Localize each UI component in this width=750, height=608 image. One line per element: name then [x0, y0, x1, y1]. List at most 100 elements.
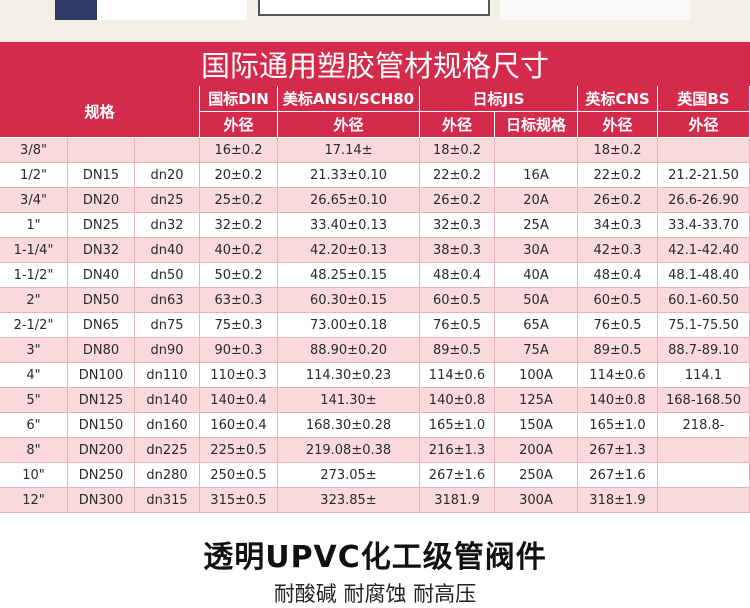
table-cell	[135, 138, 200, 163]
table-cell: dn20	[135, 163, 200, 188]
table-cell: 140±0.8	[578, 388, 658, 413]
table-cell: DN300	[68, 488, 135, 513]
table-cell: 32±0.3	[420, 213, 495, 238]
table-cell: 3/8"	[0, 138, 68, 163]
table-cell: 160±0.4	[200, 413, 278, 438]
table-cell: 88.7-89.10	[658, 338, 750, 363]
table-cell: 2-1/2"	[0, 313, 68, 338]
table-cell: 60.1-60.50	[658, 288, 750, 313]
table-cell: dn315	[135, 488, 200, 513]
table-cell: 73.00±0.18	[278, 313, 420, 338]
table-cell: 200A	[495, 438, 578, 463]
header-cell: 规格	[0, 86, 200, 138]
table-cell: 20±0.2	[200, 163, 278, 188]
table-cell: 114.30±0.23	[278, 363, 420, 388]
table-cell: 219.08±0.38	[278, 438, 420, 463]
table-cell: 3"	[0, 338, 68, 363]
table-cell: 1"	[0, 213, 68, 238]
table-cell: 40±0.2	[200, 238, 278, 263]
table-cell: 141.30±	[278, 388, 420, 413]
header-sub: 外径	[278, 112, 420, 138]
table-cell: DN250	[68, 463, 135, 488]
table-cell: 267±1.3	[578, 438, 658, 463]
table-cell: dn40	[135, 238, 200, 263]
table-cell: 42.20±0.13	[278, 238, 420, 263]
table-cell: 48.25±0.15	[278, 263, 420, 288]
table-cell: DN125	[68, 388, 135, 413]
table-cell: 40A	[495, 263, 578, 288]
thumbnail	[55, 0, 97, 20]
table-cell: 48.1-48.40	[658, 263, 750, 288]
table-cell: 18±0.2	[578, 138, 658, 163]
table-cell: 267±1.6	[420, 463, 495, 488]
table-cell: dn63	[135, 288, 200, 313]
table-cell: 1-1/4"	[0, 238, 68, 263]
table-cell: 26±0.2	[420, 188, 495, 213]
header-group: 英国BS	[658, 86, 750, 112]
table-cell: 75±0.3	[200, 313, 278, 338]
table-cell: 114.1	[658, 363, 750, 388]
table-cell: DN200	[68, 438, 135, 463]
table-cell: 3/4"	[0, 188, 68, 213]
table-cell: 60±0.5	[578, 288, 658, 313]
header-sub: 外径	[578, 112, 658, 138]
table-cell: 42.1-42.40	[658, 238, 750, 263]
table-cell: 2"	[0, 288, 68, 313]
table-cell: 75.1-75.50	[658, 313, 750, 338]
table-cell: 89±0.5	[578, 338, 658, 363]
table-cell: 168-168.50	[658, 388, 750, 413]
table-cell	[658, 438, 750, 463]
header-sub: 外径	[658, 112, 750, 138]
table-cell: dn32	[135, 213, 200, 238]
table-cell: DN100	[68, 363, 135, 388]
table-cell: 26±0.2	[578, 188, 658, 213]
table-cell: 140±0.4	[200, 388, 278, 413]
table-cell: 21.2-21.50	[658, 163, 750, 188]
table-cell	[658, 138, 750, 163]
table-cell: 323.85±	[278, 488, 420, 513]
table-cell: 5"	[0, 388, 68, 413]
table-cell: 140±0.8	[420, 388, 495, 413]
table-cell: 6"	[0, 413, 68, 438]
table-cell: 12"	[0, 488, 68, 513]
table-cell: 1/2"	[0, 163, 68, 188]
table-cell: DN50	[68, 288, 135, 313]
thumbnail	[258, 0, 490, 16]
table-cell: DN65	[68, 313, 135, 338]
table-cell: 125A	[495, 388, 578, 413]
table-cell: 65A	[495, 313, 578, 338]
table-cell: 114±0.6	[420, 363, 495, 388]
table-cell: 90±0.3	[200, 338, 278, 363]
table-cell: dn140	[135, 388, 200, 413]
table-cell: 25A	[495, 213, 578, 238]
table-title: 国际通用塑胶管材规格尺寸	[0, 42, 750, 86]
table-cell: 21.33±0.10	[278, 163, 420, 188]
table-cell	[658, 488, 750, 513]
table-cell: 250A	[495, 463, 578, 488]
table-cell: 48±0.4	[420, 263, 495, 288]
table-cell: 1-1/2"	[0, 263, 68, 288]
table-cell: 16A	[495, 163, 578, 188]
table-cell: DN20	[68, 188, 135, 213]
table-cell: 42±0.3	[578, 238, 658, 263]
table-cell: 22±0.2	[578, 163, 658, 188]
header-group: 国标DIN	[200, 86, 278, 112]
table-cell: 76±0.5	[420, 313, 495, 338]
table-cell: 150A	[495, 413, 578, 438]
table-cell: 165±1.0	[420, 413, 495, 438]
table-cell: 60.30±0.15	[278, 288, 420, 313]
spec-table: 规格 国标DIN 外径 美标ANSI/SCH80 外径 日标JIS 外径 日标规格 英标CNS 外…	[0, 86, 750, 513]
table-cell: dn25	[135, 188, 200, 213]
table-cell: DN25	[68, 213, 135, 238]
table-cell: 3181.9	[420, 488, 495, 513]
table-cell: 318±1.9	[578, 488, 658, 513]
table-cell: 10"	[0, 463, 68, 488]
table-cell: 38±0.3	[420, 238, 495, 263]
table-cell: 4"	[0, 363, 68, 388]
header-sub: 外径	[420, 112, 495, 138]
footer-title: 透明UPVC化工级管阀件	[203, 540, 547, 575]
table-cell: 88.90±0.20	[278, 338, 420, 363]
table-cell: 34±0.3	[578, 213, 658, 238]
table-cell: 50A	[495, 288, 578, 313]
